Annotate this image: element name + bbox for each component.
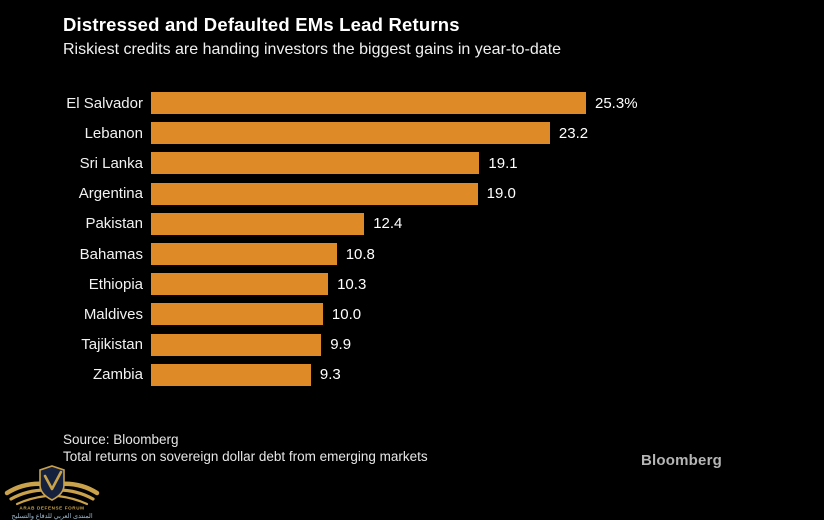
bar-chart: El Salvador 25.3% Lebanon 23.2 Sri Lanka 19.1… (0, 88, 824, 390)
chart-subtitle: Riskiest credits are handing investors t… (63, 41, 562, 58)
falcon-check-icon (43, 470, 63, 491)
category-label: Lebanon (84, 124, 143, 142)
value-label: 25.3% (595, 94, 638, 112)
category-label: Zambia (92, 366, 143, 384)
bar (151, 212, 365, 235)
bar-row: Sri Lanka 19.1 (0, 148, 824, 178)
value-label: 23.2 (558, 124, 589, 142)
value-label: 9.9 (330, 336, 352, 354)
bar (151, 273, 329, 296)
bar (151, 92, 586, 115)
category-label: El Salvador (66, 94, 143, 112)
source-line: Source: Bloomberg (63, 432, 179, 447)
bloomberg-logo: Bloomberg (641, 452, 722, 469)
bar (151, 363, 311, 386)
category-label: Bahamas (79, 245, 143, 263)
value-label: 10.3 (337, 275, 367, 293)
bar-row: Lebanon 23.2 (0, 118, 824, 148)
bar-row: Pakistan 12.4 (0, 209, 824, 239)
bar (151, 122, 550, 145)
source-note: Source: Bloomberg Total returns on sover… (63, 432, 428, 465)
value-label: 10.8 (345, 245, 375, 263)
value-label: 10.0 (331, 305, 362, 323)
bar (151, 182, 478, 205)
watermark-arabic-text: المنتدى العربي للدفاع والتسليح (11, 513, 92, 520)
category-label: Sri Lanka (79, 154, 143, 172)
category-label: Ethiopia (88, 275, 143, 293)
arab-defense-forum-watermark-icon: ARAB DEFENSE FORUM المنتدى العربي للدفاع… (4, 465, 100, 520)
value-label: 19.1 (488, 154, 518, 172)
bar (151, 152, 480, 175)
bar (151, 303, 323, 326)
category-label: Maldives (83, 305, 143, 323)
description-line: Total returns on sovereign dollar debt f… (63, 448, 428, 464)
bar (151, 243, 337, 266)
bar-row: Bahamas 10.8 (0, 239, 824, 269)
value-label: 9.3 (319, 366, 341, 384)
bar-row: Argentina 19.0 (0, 179, 824, 209)
bar-row: Zambia 9.3 (0, 360, 824, 390)
bar-row: Tajikistan 9.9 (0, 330, 824, 360)
chart-title: Distressed and Defaulted EMs Lead Return… (63, 14, 460, 35)
category-label: Tajikistan (81, 336, 143, 354)
watermark-english-text: ARAB DEFENSE FORUM (19, 506, 84, 511)
bar-row: Maldives 10.0 (0, 299, 824, 329)
bar-row: Ethiopia 10.3 (0, 269, 824, 299)
bar (151, 333, 322, 356)
value-label: 12.4 (373, 215, 403, 233)
category-label: Pakistan (85, 215, 143, 233)
bar-row: El Salvador 25.3% (0, 88, 824, 118)
shield-icon (39, 465, 65, 501)
category-label: Argentina (78, 185, 143, 203)
value-label: 19.0 (486, 185, 516, 203)
